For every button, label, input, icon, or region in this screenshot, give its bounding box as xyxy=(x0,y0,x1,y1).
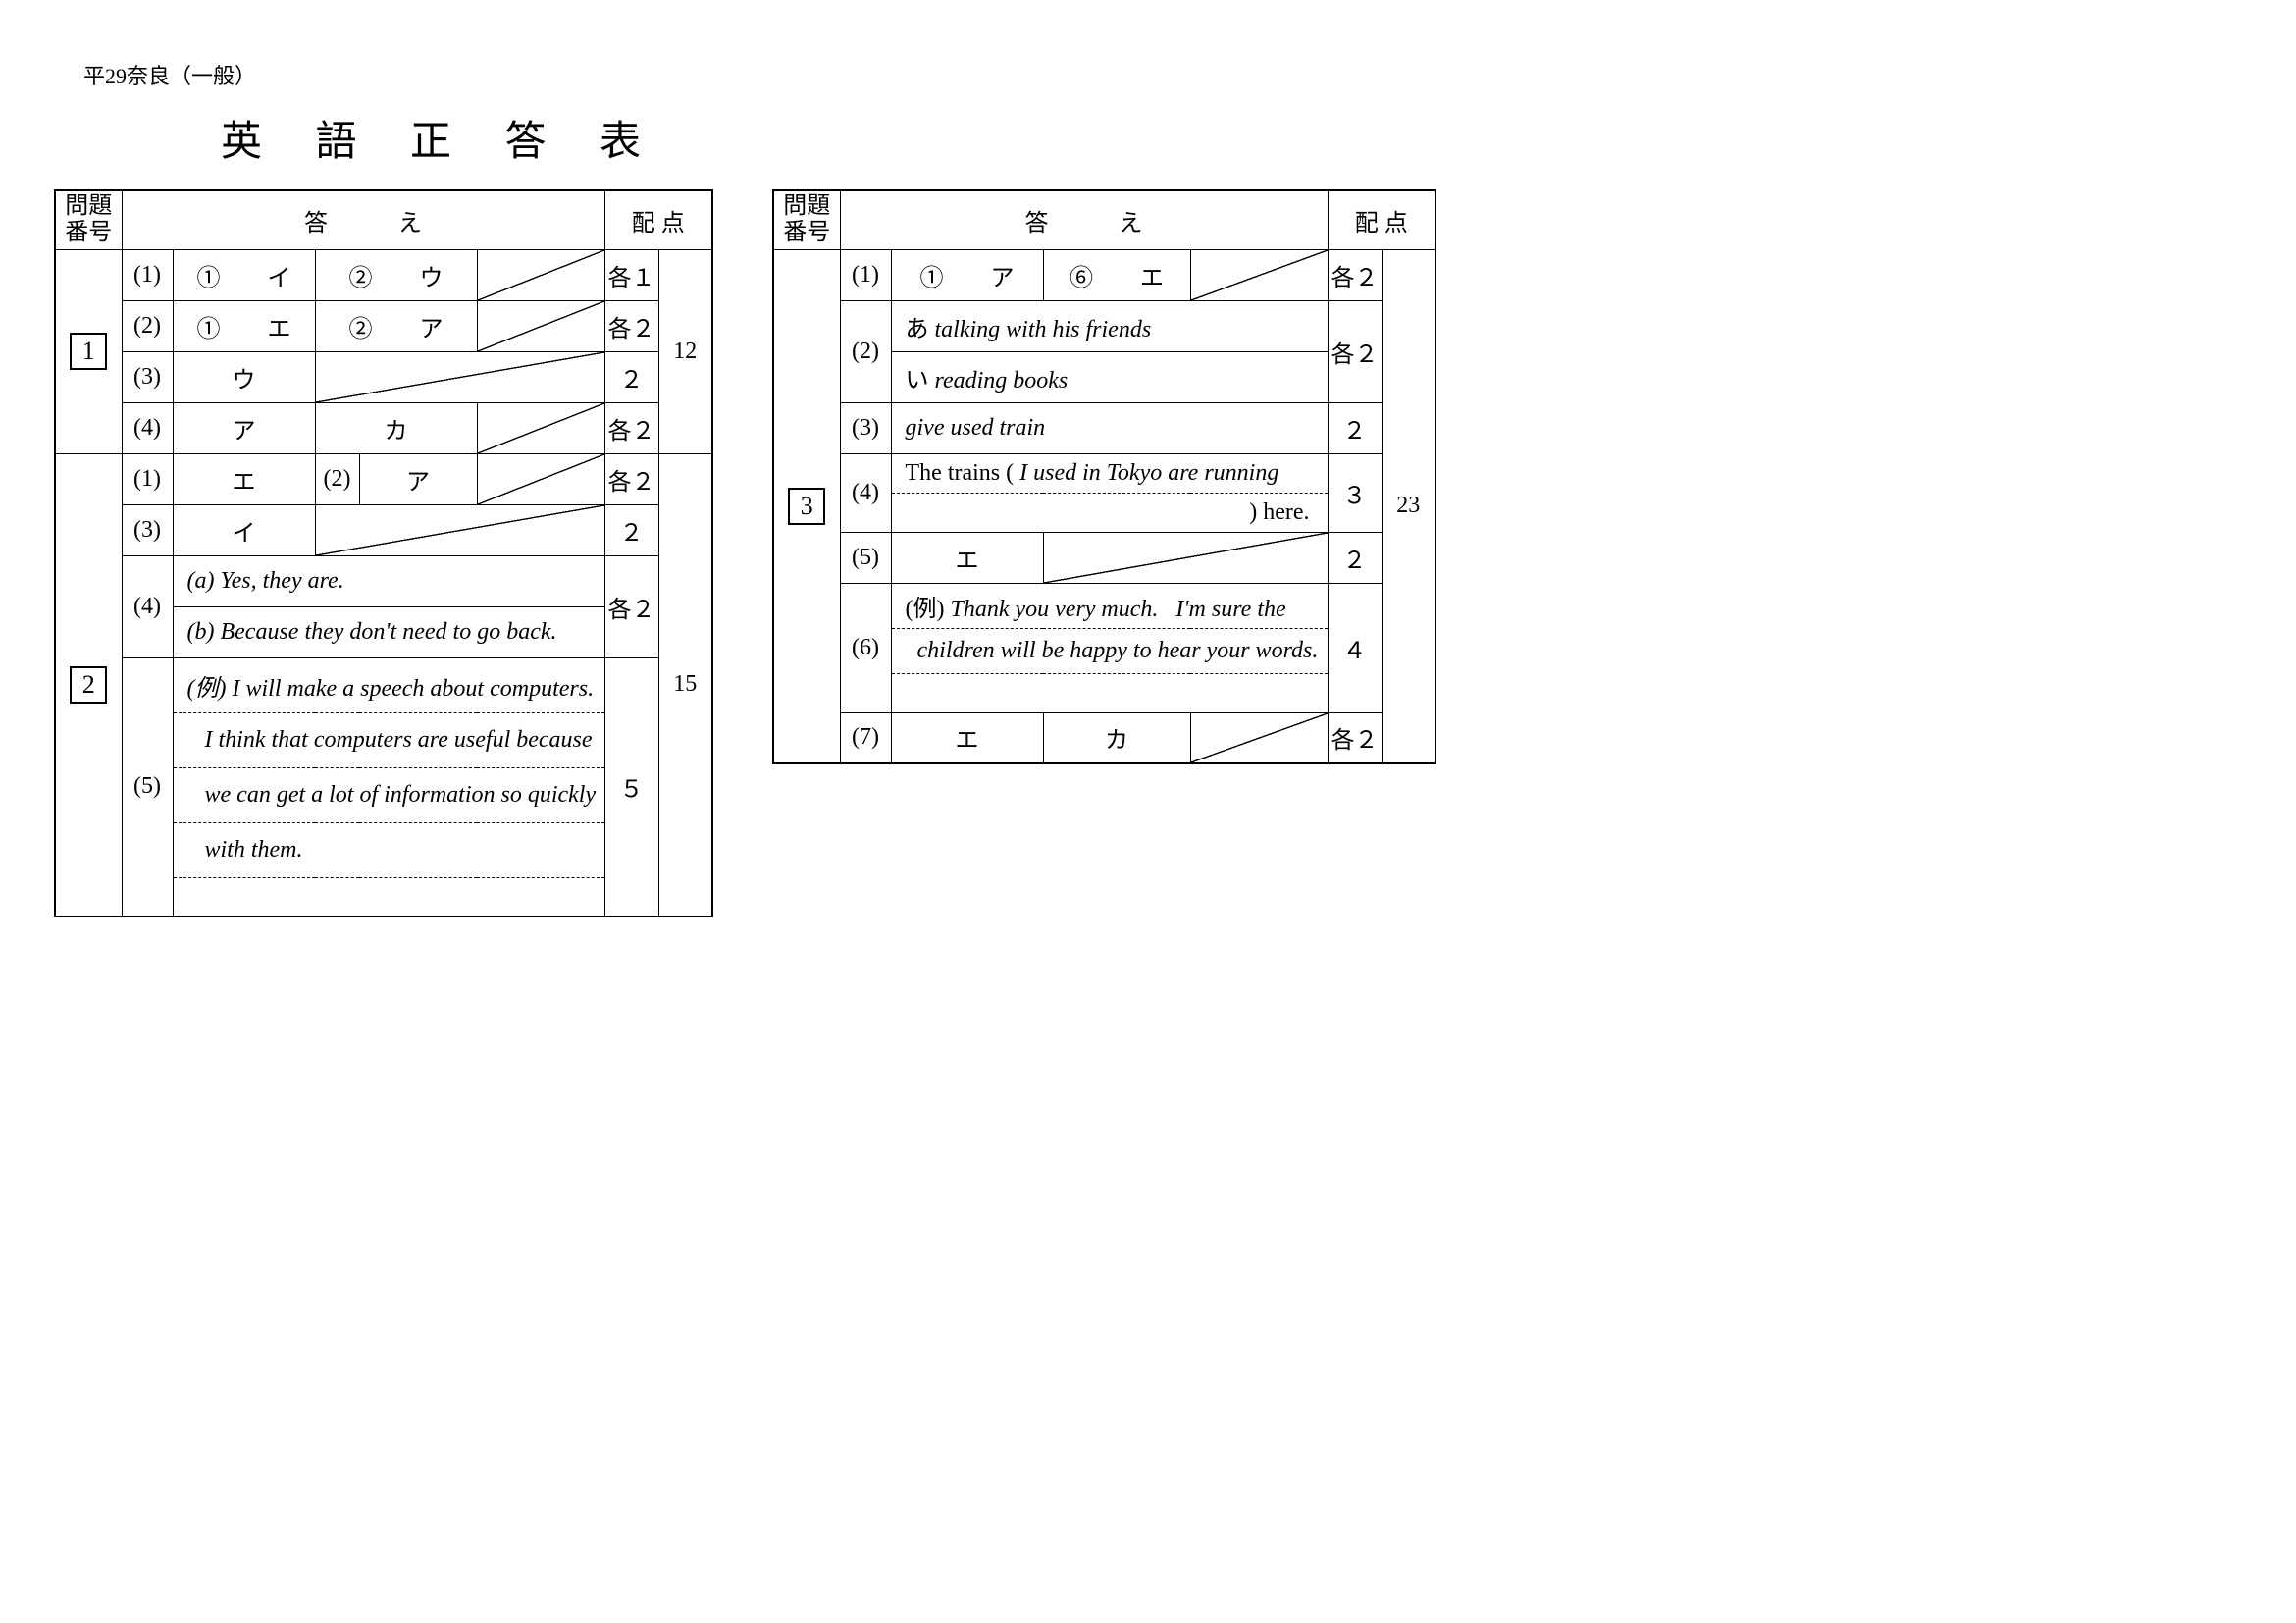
q3-r4-l1: The trains ( I used in Tokyo are running xyxy=(891,453,1328,493)
q3-total: 23 xyxy=(1382,249,1435,763)
q1-r1-sub: (1) xyxy=(122,249,173,300)
q1-total: 12 xyxy=(658,249,712,453)
q1-r4-blank xyxy=(477,402,604,453)
q3-r7-pts: 各２ xyxy=(1328,712,1382,763)
col-header-qnum: 問題 番号 xyxy=(55,190,122,249)
answer-table-right: 問題 番号 答 え 配 点 3 (1) ① ア ⑥ エ 各２ 23 (2) あ … xyxy=(772,189,1436,764)
q1-r1-pts: 各１ xyxy=(604,249,658,300)
q1-r2-b: ② ア xyxy=(315,300,477,351)
q1-r4-a: ア xyxy=(173,402,315,453)
q2-r3-pts: 各２ xyxy=(604,555,658,657)
q3-r7-sub: (7) xyxy=(840,712,891,763)
q1-r3-a: ウ xyxy=(173,351,315,402)
q2-r5-l5 xyxy=(173,877,604,916)
col-header-points: 配 点 xyxy=(604,190,712,249)
q1-number: 1 xyxy=(55,249,122,453)
q2-r1-sub: (1) xyxy=(122,453,173,504)
q2-r5-pts: ５ xyxy=(604,657,658,916)
q3-r1-pts: 各２ xyxy=(1328,249,1382,300)
col-header-answer-r: 答 え xyxy=(840,190,1328,249)
tables-container: 問題 番号 答 え 配 点 1 (1) ① イ ② ウ 各１ 12 (2) ① … xyxy=(54,189,2242,917)
q3-r4-pts: ３ xyxy=(1328,453,1382,532)
q2-r1-b: ア xyxy=(359,453,477,504)
q2-r1b-sub: (2) xyxy=(315,453,359,504)
q2-r1-a: エ xyxy=(173,453,315,504)
q1-r2-blank xyxy=(477,300,604,351)
document-title: 英 語 正 答 表 xyxy=(221,108,2242,168)
q2-r3-a: (a) Yes, they are. xyxy=(173,555,604,606)
q3-r5-sub: (5) xyxy=(840,532,891,583)
q2-total: 15 xyxy=(658,453,712,916)
q2-number: 2 xyxy=(55,453,122,916)
q2-r5-sub: (5) xyxy=(122,657,173,916)
q3-r2-a: あ talking with his friends xyxy=(891,300,1328,351)
q3-r2-b: い reading books xyxy=(891,351,1328,402)
q3-r6-sub: (6) xyxy=(840,583,891,712)
q3-r6-l3 xyxy=(891,673,1328,712)
col-header-answer: 答 え xyxy=(122,190,604,249)
q2-r1-blank xyxy=(477,453,604,504)
q1-r3-blank xyxy=(315,351,604,402)
q2-r2-sub: (3) xyxy=(122,504,173,555)
answer-table-left: 問題 番号 答 え 配 点 1 (1) ① イ ② ウ 各１ 12 (2) ① … xyxy=(54,189,713,917)
q2-r2-a: イ xyxy=(173,504,315,555)
q2-r2-blank xyxy=(315,504,604,555)
q1-r1-a: ① イ xyxy=(173,249,315,300)
q2-r1-pts: 各２ xyxy=(604,453,658,504)
q3-r3-a: give used train xyxy=(891,402,1328,453)
q3-r5-blank xyxy=(1043,532,1328,583)
q3-r4-sub: (4) xyxy=(840,453,891,532)
q3-r7-blank xyxy=(1190,712,1328,763)
q1-r1-blank xyxy=(477,249,604,300)
q1-r1-b: ② ウ xyxy=(315,249,477,300)
q2-r5-l2: I think that computers are useful becaus… xyxy=(173,712,604,767)
q3-r7-a: エ xyxy=(891,712,1043,763)
q2-r5-l4: with them. xyxy=(173,822,604,877)
q3-number: 3 xyxy=(773,249,840,763)
q1-r2-sub: (2) xyxy=(122,300,173,351)
q1-r3-sub: (3) xyxy=(122,351,173,402)
q2-r5-l3: we can get a lot of information so quick… xyxy=(173,767,604,822)
q3-r3-sub: (3) xyxy=(840,402,891,453)
q2-r4-a: (b) Because they don't need to go back. xyxy=(173,606,604,657)
q2-r5-l1: (例) I will make a speech about computers… xyxy=(173,657,604,712)
header-label: 平29奈良（一般） xyxy=(83,59,2242,90)
q2-r2-pts: ２ xyxy=(604,504,658,555)
q3-r2-sub: (2) xyxy=(840,300,891,402)
q3-r1-blank xyxy=(1190,249,1328,300)
q3-r6-l1: (例) Thank you very much. I'm sure the xyxy=(891,583,1328,628)
q3-r5-pts: ２ xyxy=(1328,532,1382,583)
q1-r2-a: ① エ xyxy=(173,300,315,351)
q3-r6-l2: children will be happy to hear your word… xyxy=(891,628,1328,673)
q3-r6-pts: ４ xyxy=(1328,583,1382,712)
q3-r5-a: エ xyxy=(891,532,1043,583)
q1-r4-pts: 各２ xyxy=(604,402,658,453)
col-header-qnum-r: 問題 番号 xyxy=(773,190,840,249)
q3-r2-pts: 各２ xyxy=(1328,300,1382,402)
q3-r7-b: カ xyxy=(1043,712,1190,763)
q3-r4-l2: ) here. xyxy=(891,493,1328,532)
q3-r1-b: ⑥ エ xyxy=(1043,249,1190,300)
q3-r1-a: ① ア xyxy=(891,249,1043,300)
q3-r1-sub: (1) xyxy=(840,249,891,300)
q1-r4-b: カ xyxy=(315,402,477,453)
q2-r3-sub: (4) xyxy=(122,555,173,657)
q1-r4-sub: (4) xyxy=(122,402,173,453)
q1-r2-pts: 各２ xyxy=(604,300,658,351)
col-header-points-r: 配 点 xyxy=(1328,190,1435,249)
q1-r3-pts: ２ xyxy=(604,351,658,402)
q3-r3-pts: ２ xyxy=(1328,402,1382,453)
